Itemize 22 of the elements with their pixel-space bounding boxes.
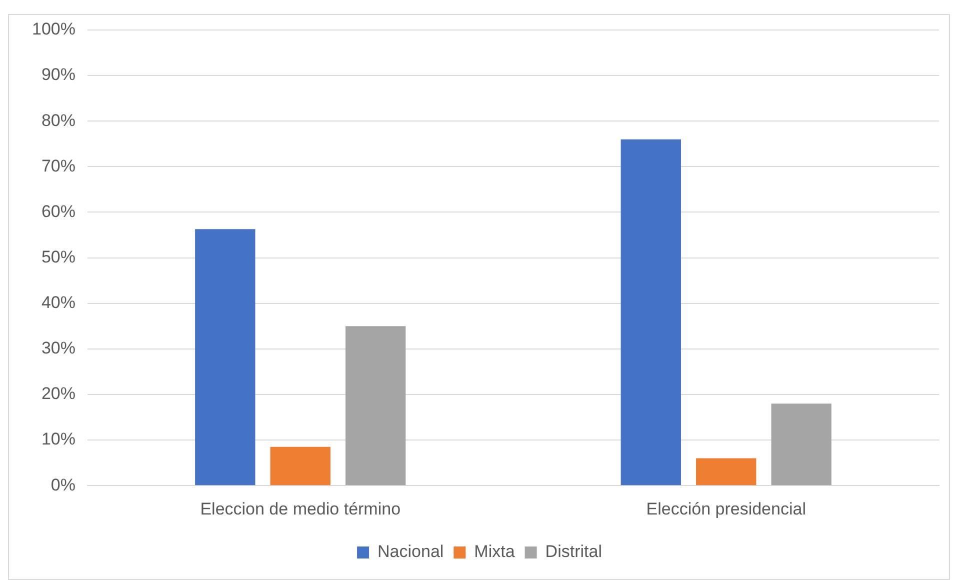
y-tick-label: 100% <box>32 20 76 39</box>
y-tick-label: 20% <box>41 384 76 404</box>
y-tick-label: 60% <box>41 202 76 221</box>
bar <box>771 404 832 486</box>
bar <box>345 326 406 486</box>
y-tick-label: 70% <box>41 156 76 176</box>
y-tick-label: 50% <box>41 247 76 266</box>
bar <box>270 446 330 486</box>
bar <box>195 229 256 486</box>
legend-label: Mixta <box>474 542 516 562</box>
y-tick-label: 0% <box>50 475 76 494</box>
y-tick-label: 30% <box>41 338 76 358</box>
bar <box>696 458 756 486</box>
legend-label: Distrital <box>545 542 602 562</box>
bar <box>620 139 681 486</box>
y-tick-label: 10% <box>41 430 76 449</box>
x-tick-label: Elección presidencial <box>646 499 806 518</box>
legend-label: Nacional <box>378 542 444 562</box>
x-tick-label: Eleccion de medio término <box>200 499 401 518</box>
y-tick-label: 90% <box>41 65 76 84</box>
y-tick-label: 40% <box>41 293 76 312</box>
y-tick-label: 80% <box>41 110 76 130</box>
